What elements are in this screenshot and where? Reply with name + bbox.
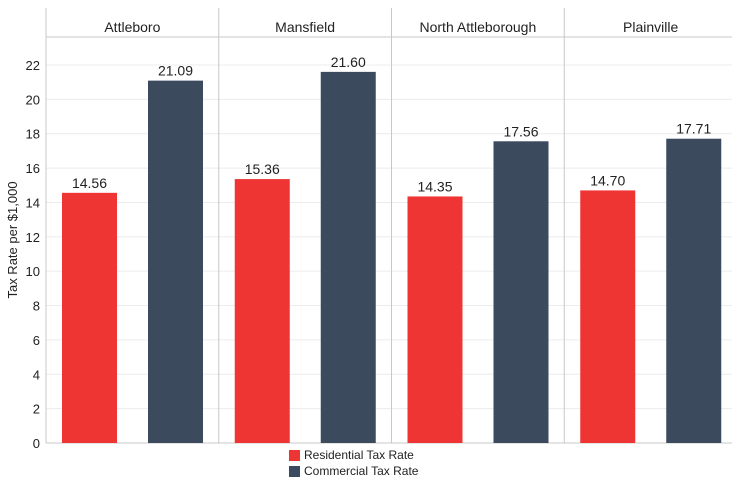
y-tick-label: 12	[26, 230, 40, 245]
bar-value-label: 21.60	[331, 54, 366, 70]
y-axis: 0 2 4 6 8 10 12 14 16 18 20 22	[26, 58, 40, 451]
legend-label-residential: Residential Tax Rate	[304, 448, 414, 462]
bar	[148, 80, 203, 444]
bar	[580, 190, 636, 443]
bar-value-label: 14.56	[72, 175, 107, 191]
legend-swatch-residential	[289, 449, 300, 461]
y-tick-label: 6	[33, 333, 40, 348]
y-tick-label: 16	[26, 161, 40, 176]
data-labels: 14.56 21.09 15.36 21.60 14.35 17.56 14.70 17.71	[72, 54, 711, 195]
y-tick-label: 8	[33, 299, 40, 314]
bar	[493, 141, 549, 443]
y-tick-label: 20	[26, 92, 40, 107]
legend-item-commercial: Commercial Tax Rate	[289, 463, 418, 479]
legend-swatch-commercial	[289, 465, 300, 477]
bar-value-label: 17.71	[676, 121, 711, 137]
panel-headers: Attleboro Mansfield North Attleborough Plai…	[104, 19, 678, 35]
bar	[320, 71, 376, 443]
bar-value-label: 14.70	[590, 172, 625, 188]
panel-header: Attleboro	[104, 19, 160, 35]
panel-header: North Attleborough	[420, 19, 537, 35]
bar-value-label: 21.09	[158, 63, 193, 79]
bar-value-label: 14.35	[417, 178, 452, 194]
y-tick-label: 18	[26, 127, 40, 142]
y-axis-label: Tax Rate per $1,000	[5, 181, 20, 298]
bar	[407, 196, 463, 443]
bars	[62, 71, 722, 444]
bar-value-label: 15.36	[245, 161, 280, 177]
y-tick-label: 14	[26, 195, 40, 210]
legend-label-commercial: Commercial Tax Rate	[304, 464, 419, 478]
bar	[234, 179, 290, 443]
bar	[62, 192, 117, 443]
y-tick-label: 4	[33, 367, 40, 382]
y-tick-label: 0	[33, 436, 40, 451]
y-tick-label: 2	[33, 402, 40, 417]
legend: Residential Tax Rate Commercial Tax Rate	[289, 447, 418, 479]
panel-header: Mansfield	[275, 19, 335, 35]
legend-item-residential: Residential Tax Rate	[289, 447, 418, 463]
bar-value-label: 17.56	[503, 123, 538, 139]
y-tick-label: 10	[26, 264, 40, 279]
panel-header: Plainville	[623, 19, 678, 35]
y-tick-label: 22	[26, 58, 40, 73]
bar	[666, 138, 722, 443]
